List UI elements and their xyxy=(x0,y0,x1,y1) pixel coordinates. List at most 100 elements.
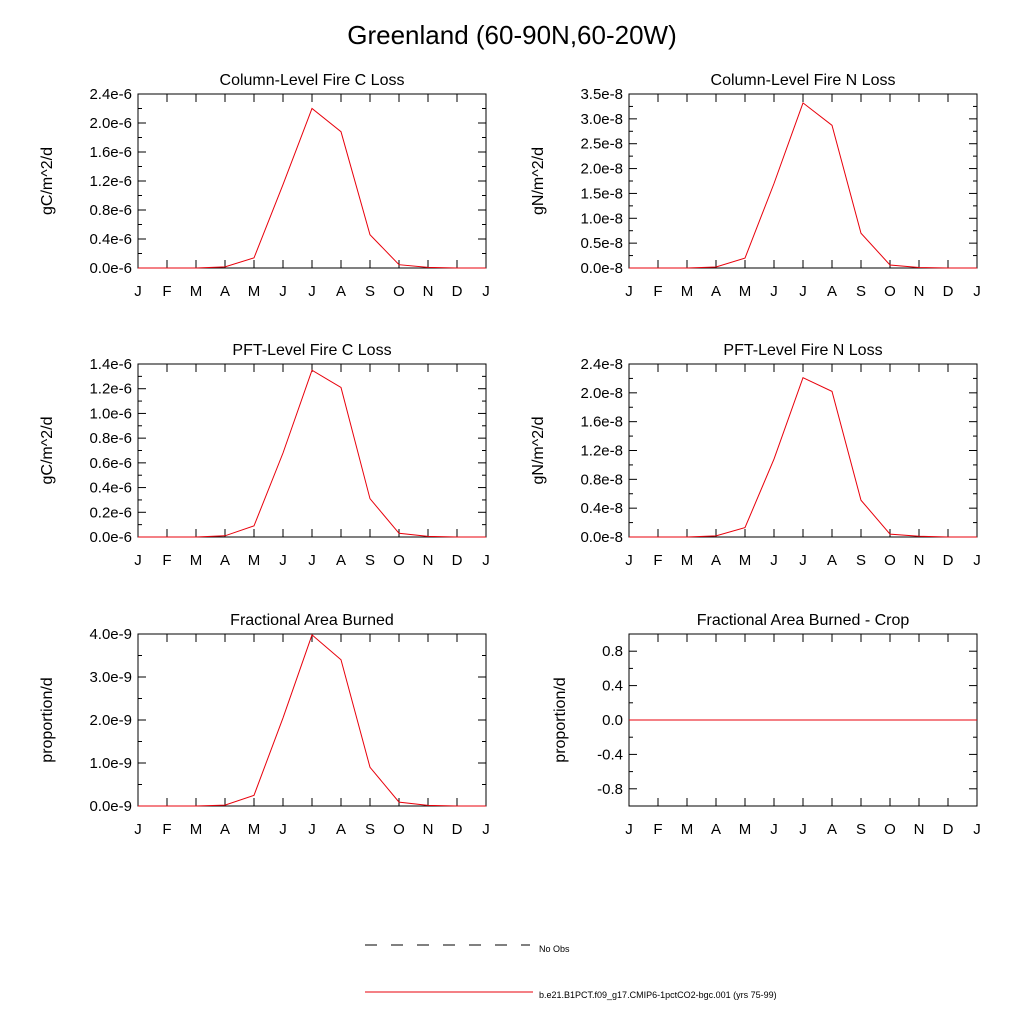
y-tick-label: 0.4e-6 xyxy=(89,231,132,248)
y-tick-label: 0.4 xyxy=(602,678,623,695)
x-tick-label: J xyxy=(279,283,287,300)
x-tick-label: J xyxy=(625,283,633,300)
y-tick-label: 3.0e-8 xyxy=(580,111,623,128)
x-tick-label: J xyxy=(134,552,142,569)
x-tick-label: J xyxy=(973,283,981,300)
x-tick-label: S xyxy=(856,552,866,569)
x-tick-label: J xyxy=(770,552,778,569)
y-tick-label: 0.0e-8 xyxy=(580,529,623,546)
x-tick-label: O xyxy=(393,552,405,569)
plot-frame xyxy=(628,363,978,538)
y-tick-label: 1.6e-6 xyxy=(89,144,132,161)
legend-model-line xyxy=(365,991,533,993)
x-tick-label: D xyxy=(943,552,954,569)
y-tick-label: 0.0e-6 xyxy=(89,529,132,546)
x-tick-label: S xyxy=(365,552,375,569)
x-tick-label: J xyxy=(770,283,778,300)
x-tick-label: J xyxy=(308,821,316,838)
x-tick-label: A xyxy=(827,552,837,569)
panel-title: PFT-Level Fire C Loss xyxy=(232,342,391,359)
y-tick-label: 0.4e-8 xyxy=(580,500,623,517)
x-tick-label: J xyxy=(482,283,490,300)
y-axis-label: proportion/d xyxy=(552,677,569,762)
y-tick-label: 0.5e-8 xyxy=(580,235,623,252)
y-tick-label: 1.5e-8 xyxy=(580,185,623,202)
x-tick-label: N xyxy=(423,283,434,300)
x-tick-label: N xyxy=(423,552,434,569)
y-tick-label: 2.4e-8 xyxy=(580,356,623,373)
chart-panel-6: J F M A M J J A S O N D J-0.8-0.40.00.40.8Fractional… xyxy=(552,612,981,838)
y-tick-label: -0.8 xyxy=(597,781,623,798)
y-tick-label: 2.5e-8 xyxy=(580,136,623,153)
series-line xyxy=(629,102,977,269)
x-tick-label: F xyxy=(162,821,171,838)
x-tick-label: M xyxy=(248,821,261,838)
x-tick-label: J xyxy=(625,821,633,838)
x-tick-label: A xyxy=(711,821,721,838)
x-tick-label: A xyxy=(336,283,346,300)
x-tick-label: J xyxy=(625,552,633,569)
x-tick-label: A xyxy=(827,821,837,838)
plot-frame xyxy=(628,93,978,269)
x-tick-label: O xyxy=(884,552,896,569)
x-tick-label: J xyxy=(482,552,490,569)
y-tick-label: 1.2e-8 xyxy=(580,443,623,460)
x-tick-label: N xyxy=(914,283,925,300)
series-line xyxy=(629,377,977,538)
x-tick-label: S xyxy=(365,283,375,300)
x-tick-label: F xyxy=(162,552,171,569)
y-tick-label: 1.0e-6 xyxy=(89,405,132,422)
x-tick-label: A xyxy=(336,821,346,838)
x-tick-label: M xyxy=(681,552,694,569)
y-tick-label: 0.0e-6 xyxy=(89,260,132,277)
y-tick-label: 2.0e-6 xyxy=(89,115,132,132)
series-line xyxy=(138,107,486,269)
y-tick-label: 0.8e-6 xyxy=(89,202,132,219)
y-tick-label: 0.8e-6 xyxy=(89,430,132,447)
plot-frame xyxy=(137,363,487,538)
x-tick-label: F xyxy=(653,552,662,569)
y-tick-label: 3.5e-8 xyxy=(580,86,623,103)
x-tick-label: F xyxy=(162,283,171,300)
panel-title: Fractional Area Burned - Crop xyxy=(697,612,910,629)
y-tick-label: 2.0e-8 xyxy=(580,161,623,178)
x-tick-label: N xyxy=(423,821,434,838)
x-tick-label: D xyxy=(452,283,463,300)
y-tick-label: 3.0e-9 xyxy=(89,669,132,686)
y-tick-label: 0.4e-6 xyxy=(89,480,132,497)
x-tick-label: A xyxy=(220,283,230,300)
y-tick-label: 2.4e-6 xyxy=(89,86,132,103)
x-tick-label: M xyxy=(190,552,203,569)
chart-panel-1: J F M A M J J A S O N D J0.0e-60.4e-60.8e-61.2e-61.6… xyxy=(39,72,490,300)
x-tick-label: D xyxy=(452,552,463,569)
x-tick-label: N xyxy=(914,552,925,569)
y-tick-label: 1.2e-6 xyxy=(89,173,132,190)
x-tick-label: A xyxy=(827,283,837,300)
x-tick-label: M xyxy=(248,552,261,569)
y-axis-label: proportion/d xyxy=(39,677,56,762)
x-tick-label: J xyxy=(799,821,807,838)
x-tick-label: J xyxy=(799,283,807,300)
x-tick-label: A xyxy=(711,283,721,300)
plot-frame xyxy=(137,93,487,269)
chart-panel-3: J F M A M J J A S O N D J0.0e-60.2e-60.4e-60.6e-60.8… xyxy=(39,342,490,569)
legend-model-label: b.e21.B1PCT.f09_g17.CMIP6-1pctCO2-bgc.00… xyxy=(539,990,777,1000)
x-tick-label: J xyxy=(973,821,981,838)
series-line xyxy=(138,634,486,807)
x-tick-label: S xyxy=(856,821,866,838)
y-axis-label: gC/m^2/d xyxy=(39,417,56,485)
x-tick-label: O xyxy=(884,821,896,838)
x-tick-label: S xyxy=(856,283,866,300)
y-tick-label: 1.0e-9 xyxy=(89,755,132,772)
chart-panel-2: J F M A M J J A S O N D J0.0e-80.5e-81.0e-81.5e-82.0… xyxy=(530,72,981,300)
y-tick-label: 4.0e-9 xyxy=(89,626,132,643)
x-tick-label: N xyxy=(914,821,925,838)
x-tick-label: M xyxy=(190,821,203,838)
chart-panel-4: J F M A M J J A S O N D J0.0e-80.4e-80.8e-81.2e-81.6… xyxy=(530,342,981,569)
panel-title: Fractional Area Burned xyxy=(230,612,394,629)
y-tick-label: 0.2e-6 xyxy=(89,504,132,521)
x-tick-label: F xyxy=(653,283,662,300)
x-tick-label: S xyxy=(365,821,375,838)
x-tick-label: M xyxy=(190,283,203,300)
